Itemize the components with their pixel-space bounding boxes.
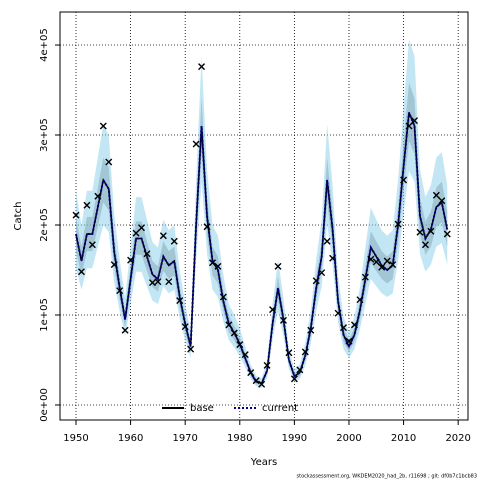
x-axis-label: Years (250, 457, 277, 468)
observed-point (110, 261, 118, 269)
observed-point (121, 326, 129, 334)
observed-point (334, 309, 342, 317)
observed-point (421, 241, 429, 249)
observed-point (225, 321, 233, 329)
observed-point (438, 197, 446, 205)
observed-point (159, 232, 167, 240)
observed-point (296, 366, 304, 374)
observed-point (432, 191, 440, 199)
observed-point (116, 287, 124, 295)
observed-point (230, 329, 238, 337)
x-tick-label: 2010 (391, 433, 416, 444)
observed-point (269, 306, 277, 314)
observed-point (83, 201, 91, 209)
observed-point (105, 158, 113, 166)
legend-label: base (190, 403, 214, 414)
observed-point (274, 262, 282, 270)
y-tick-label: 0e+00 (39, 388, 50, 422)
observed-point (198, 63, 206, 71)
y-tick-label: 3e+05 (39, 118, 50, 152)
observed-point (443, 230, 451, 238)
observed-point (219, 293, 227, 301)
observed-point (203, 223, 211, 231)
x-tick-label: 1950 (63, 433, 88, 444)
x-tick-label: 1980 (227, 433, 252, 444)
observed-point (361, 273, 369, 281)
observed-point (241, 351, 249, 359)
observed-point (127, 256, 135, 264)
observed-point (258, 380, 266, 388)
observed-point (307, 326, 315, 334)
x-tick-label: 1990 (282, 433, 307, 444)
observed-point (383, 257, 391, 265)
x-tick-label: 1960 (118, 433, 143, 444)
observed-point (290, 375, 298, 383)
plot-frame (59, 11, 469, 421)
observed-point (77, 268, 85, 276)
observed-point (318, 269, 326, 277)
observed-point (132, 229, 140, 237)
observed-point (279, 316, 287, 324)
observed-point (301, 348, 309, 356)
observed-point (154, 278, 162, 286)
y-axis-label: Catch (13, 202, 24, 231)
observed-point (187, 345, 195, 353)
observed-point (389, 261, 397, 269)
observed-point (148, 279, 156, 287)
x-tick-label: 1970 (172, 433, 197, 444)
observed-point (356, 296, 364, 304)
observed-point (99, 122, 107, 130)
observed-point (236, 341, 244, 349)
observed-point (176, 297, 184, 305)
observed-point (247, 369, 255, 377)
footer: stockassessment.org, WKDEM2020_had_2b, r… (297, 474, 477, 480)
plot-area (60, 12, 468, 420)
observed-point (285, 349, 293, 357)
y-tick-label: 1e+05 (39, 298, 50, 332)
observed-point (88, 241, 96, 249)
observed-point (394, 220, 402, 228)
observed-point (367, 255, 375, 263)
observed-point (252, 377, 260, 385)
observed-point (340, 324, 348, 332)
y-tick-label: 2e+05 (39, 208, 50, 242)
observed-point (165, 278, 173, 286)
observed-point (323, 237, 331, 245)
observed-point (181, 323, 189, 331)
observed-point (411, 117, 418, 125)
observed-point (208, 259, 216, 267)
legend-label: current (262, 403, 298, 414)
observed-point (170, 237, 178, 245)
observed-point (214, 262, 222, 270)
observed-point (143, 250, 151, 258)
x-tick-label: 2000 (336, 433, 361, 444)
observed-point (263, 361, 271, 369)
observed-point (427, 227, 435, 235)
confidence-band (75, 39, 448, 388)
observed-point (138, 224, 146, 232)
observed-point (72, 211, 80, 219)
observed-point (312, 277, 320, 285)
y-tick-label: 4e+05 (39, 28, 50, 62)
observed-point (400, 176, 408, 184)
observed-point (378, 263, 386, 271)
observed-point (192, 140, 200, 148)
observed-point (329, 254, 337, 262)
observed-point (416, 228, 424, 236)
observed-point (94, 192, 102, 200)
observed-point (345, 337, 353, 345)
x-tick-label: 2020 (445, 433, 470, 444)
observed-point (350, 321, 358, 329)
observed-point (372, 258, 380, 266)
observed-point (405, 122, 413, 130)
